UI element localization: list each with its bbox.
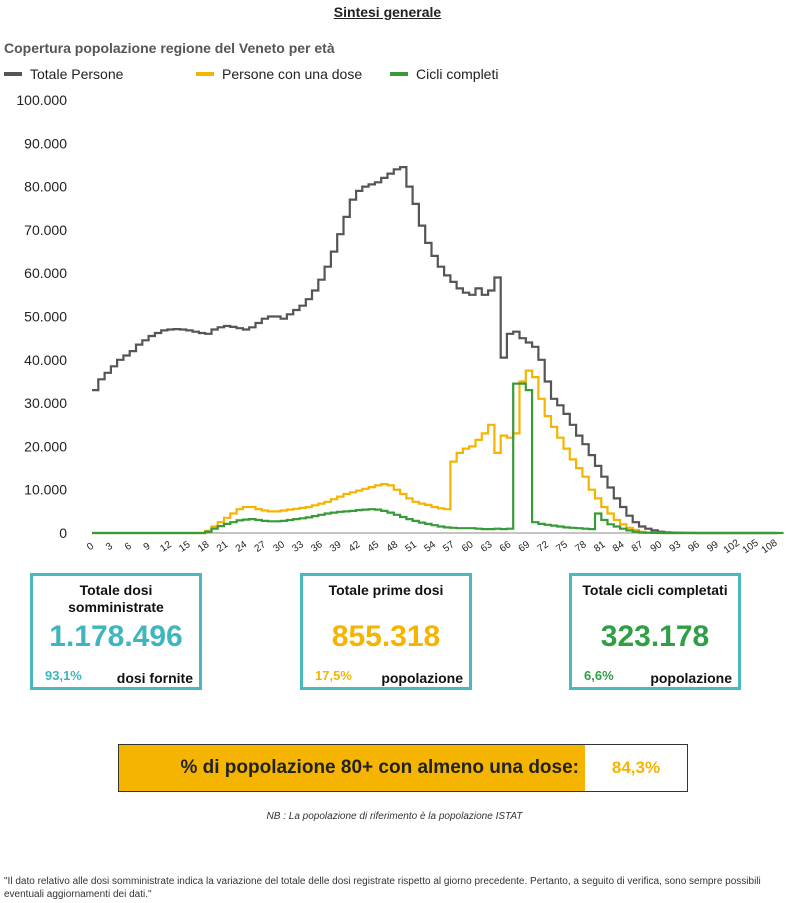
- summary-value: 84,3%: [611, 758, 661, 777]
- x-tick-label: 45: [366, 539, 382, 555]
- x-tick-label: 9: [142, 541, 153, 553]
- legend-swatch-totale-persone: [4, 72, 22, 76]
- x-tick-label: 96: [686, 539, 702, 555]
- y-tick-label: 40.000: [24, 352, 67, 368]
- x-tick-label: 3: [104, 541, 115, 553]
- x-tick-label: 93: [668, 539, 684, 555]
- x-tick-label: 51: [403, 539, 419, 555]
- card-value: 855.318: [331, 620, 441, 653]
- x-tick-label: 48: [385, 539, 401, 555]
- legend-item-una-dose: Persone con una dose: [196, 66, 362, 82]
- card-percentage: 6,6%: [584, 668, 614, 683]
- y-tick-label: 80.000: [24, 179, 67, 195]
- card-note: popolazione: [381, 670, 463, 686]
- legend-label: Totale Persone: [30, 66, 124, 82]
- y-tick-label: 50.000: [24, 309, 67, 325]
- x-tick-label: 105: [741, 537, 761, 556]
- nb-note: NB : La popolazione di riferimento è la …: [266, 811, 523, 822]
- x-tick-label: 30: [271, 539, 287, 555]
- x-tick-label: 57: [441, 539, 457, 555]
- x-tick-label: 63: [479, 539, 495, 555]
- x-tick-label: 12: [158, 539, 174, 555]
- x-tick-label: 21: [215, 539, 231, 555]
- y-tick-label: 10.000: [24, 482, 67, 498]
- x-tick-label: 90: [649, 539, 665, 555]
- legend-item-totale-persone: Totale Persone: [4, 66, 123, 82]
- y-tick-label: 20.000: [24, 438, 67, 454]
- x-tick-label: 99: [705, 539, 721, 555]
- legend-label: Cicli completi: [416, 66, 499, 82]
- series-line-1: [92, 369, 778, 535]
- y-tick-label: 100.000: [16, 92, 67, 108]
- x-tick-label: 60: [460, 539, 476, 555]
- legend-item-cicli-completi: Cicli completi: [390, 66, 498, 82]
- series-line-2: [92, 382, 784, 535]
- card-percentage: 17,5%: [315, 668, 352, 683]
- y-tick-label: 30.000: [24, 395, 67, 411]
- x-tick-label: 24: [234, 539, 250, 555]
- legend-label: Persone con una dose: [222, 66, 363, 82]
- series-line-0: [92, 166, 778, 535]
- chart-legend: Totale Persone Persone con una dose Cicl…: [0, 66, 789, 86]
- card-label: Totale cicli completati: [582, 582, 728, 598]
- x-tick-label: 15: [177, 539, 193, 555]
- x-tick-label: 0: [85, 541, 96, 553]
- x-tick-label: 33: [290, 539, 306, 555]
- x-tick-label: 18: [196, 539, 212, 555]
- page-title: Sintesi generale: [333, 4, 442, 20]
- summary-bar: % di popolazione 80+ con almeno una dose…: [118, 744, 688, 792]
- coverage-chart: 0 10.000 20.000 30.000 40.000 50.000 60.000 70.…: [16, 92, 784, 556]
- chart-title: Copertura popolazione regione del Veneto…: [4, 40, 335, 56]
- x-tick-label: 72: [536, 539, 552, 555]
- y-tick-label: 90.000: [24, 135, 67, 151]
- card-value: 1.178.496: [49, 620, 183, 653]
- card-label: Totale prime dosi: [328, 582, 444, 598]
- x-tick-label: 36: [309, 539, 325, 555]
- x-tick-label: 69: [517, 539, 533, 555]
- card-first-doses: Totale prime dosi 855.318 17,5% popolazi…: [300, 573, 472, 690]
- card-value: 323.178: [600, 620, 710, 653]
- x-tick-label: 75: [554, 539, 570, 555]
- x-tick-label: 27: [253, 539, 269, 555]
- x-tick-label: 6: [123, 541, 134, 553]
- x-tick-label: 81: [592, 539, 608, 555]
- y-tick-label: 70.000: [24, 222, 67, 238]
- x-tick-label: 108: [760, 537, 780, 556]
- card-percentage: 93,1%: [45, 668, 82, 683]
- card-label: Totale dosi somministrate: [68, 582, 164, 615]
- x-tick-label: 84: [611, 539, 627, 555]
- x-tick-label: 39: [328, 539, 344, 555]
- y-tick-label: 60.000: [24, 265, 67, 281]
- legend-swatch-cicli-completi: [390, 72, 408, 76]
- card-note: dosi fornite: [116, 670, 193, 686]
- x-tick-label: 102: [722, 537, 742, 556]
- legend-swatch-una-dose: [196, 72, 214, 76]
- x-tick-label: 78: [573, 539, 589, 555]
- card-note: popolazione: [650, 670, 732, 686]
- summary-label: % di popolazione 80+ con almeno una dose…: [119, 745, 585, 791]
- footnote: "Il dato relativo alle dosi somministrat…: [4, 876, 761, 900]
- card-full-cycles: Totale cicli completati 323.178 6,6% pop…: [569, 573, 741, 690]
- x-tick-label: 42: [347, 539, 363, 555]
- x-tick-label: 54: [422, 539, 438, 555]
- card-total-doses: Totale dosi somministrate 1.178.496 93,1…: [30, 573, 202, 690]
- x-tick-label: 66: [498, 539, 514, 555]
- y-tick-label: 0: [59, 525, 67, 541]
- x-tick-label: 87: [630, 539, 646, 555]
